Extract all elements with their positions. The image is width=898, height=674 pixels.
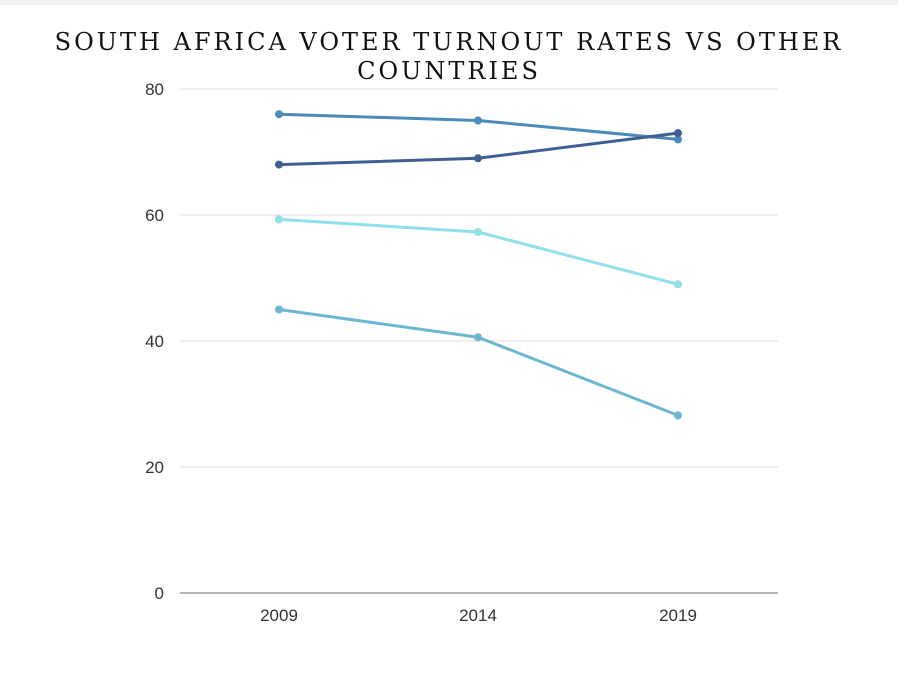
y-tick-label: 40 <box>145 332 164 351</box>
x-tick-label: 2009 <box>260 606 298 625</box>
y-tick-label: 0 <box>155 584 164 603</box>
chart-title: SOUTH AFRICA VOTER TURNOUT RATES VS OTHE… <box>54 28 844 85</box>
x-tick-label: 2019 <box>659 606 697 625</box>
data-point <box>275 110 283 119</box>
x-axis-ticks: 2009 2014 2019 <box>260 606 697 625</box>
series-line-4 <box>277 308 680 417</box>
y-tick-label: 20 <box>145 458 164 477</box>
data-point <box>674 280 682 289</box>
data-point <box>275 160 283 169</box>
y-tick-label: 60 <box>145 206 164 225</box>
data-point <box>275 215 283 224</box>
data-point <box>674 135 682 144</box>
y-axis-ticks: 0 20 40 60 80 <box>145 80 164 603</box>
data-point <box>474 228 482 237</box>
data-point <box>674 411 682 420</box>
top-strip <box>0 0 898 5</box>
data-point <box>474 116 482 125</box>
data-point <box>674 129 682 138</box>
data-point <box>275 305 283 314</box>
x-tick-label: 2014 <box>459 606 497 625</box>
data-point <box>474 333 482 342</box>
y-tick-label: 80 <box>145 80 164 99</box>
series-points <box>275 110 682 420</box>
data-point <box>474 154 482 163</box>
